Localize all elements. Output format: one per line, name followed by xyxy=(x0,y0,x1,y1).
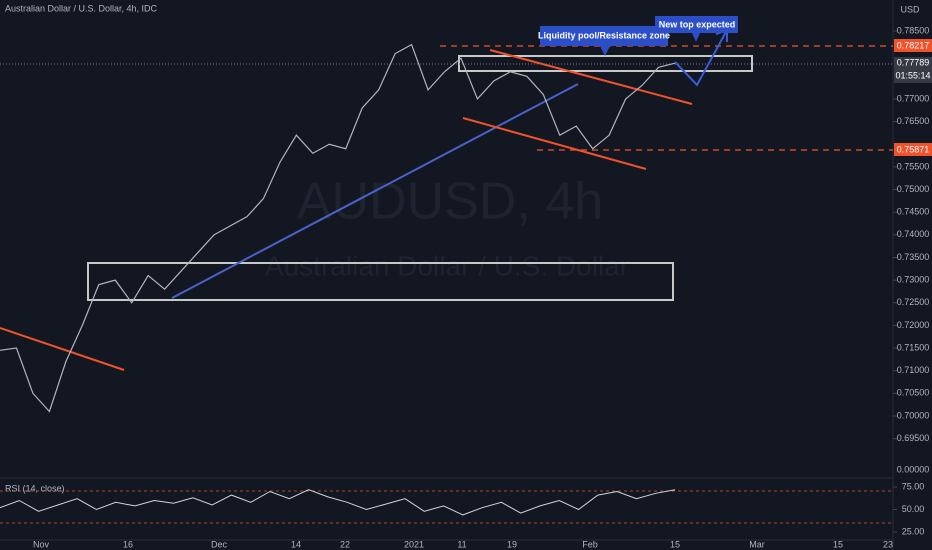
y-tick-label: 0.72500 xyxy=(897,297,930,307)
price-tag-text: 0.78217 xyxy=(897,40,930,50)
channel-top xyxy=(489,49,693,105)
y-tick-label: 0.73000 xyxy=(897,274,930,284)
price-tag-text: 0.77789 xyxy=(897,57,930,67)
x-tick-label: 14 xyxy=(291,539,301,549)
trend-line xyxy=(171,83,579,299)
y-tick-label: 0.70500 xyxy=(897,388,930,398)
watermark-symbol: AUDUSD, 4h xyxy=(297,173,603,231)
x-tick-label: 2021 xyxy=(404,539,424,549)
x-tick-label: 19 xyxy=(507,539,517,549)
price-line xyxy=(0,43,676,413)
price-tag xyxy=(894,39,932,52)
y-tick-label: 0.73500 xyxy=(897,252,930,262)
timer: 01:55:14 xyxy=(895,70,930,80)
callout xyxy=(655,16,738,42)
x-tick-label: 22 xyxy=(340,539,350,549)
y-tick-label: 50.00 xyxy=(902,504,925,514)
y-tick-label: 0.72000 xyxy=(897,320,930,330)
x-tick-label: 15 xyxy=(670,539,680,549)
x-tick-label: Mar xyxy=(749,539,765,549)
channel-bottom xyxy=(462,117,647,170)
pane-tick: 0.00000 xyxy=(897,464,930,474)
header-title: Australian Dollar / U.S. Dollar, 4h, IDC xyxy=(5,3,158,13)
currency: USD xyxy=(900,4,920,14)
y-tick-label: 0.78500 xyxy=(897,25,930,35)
y-tick-label: 0.75000 xyxy=(897,184,930,194)
y-tick-label: 0.76500 xyxy=(897,116,930,126)
x-tick-label: 23 xyxy=(883,539,893,549)
projection-arrow xyxy=(674,28,728,87)
price-tag xyxy=(894,143,932,156)
x-tick-label: Nov xyxy=(33,539,50,549)
x-tick-label: Dec xyxy=(211,539,228,549)
x-tick-label: 16 xyxy=(123,539,133,549)
price-tag xyxy=(894,57,932,83)
rsi-label: RSI (14, close) xyxy=(5,483,65,493)
y-tick-label: 0.71000 xyxy=(897,365,930,375)
y-tick-label: 0.77000 xyxy=(897,93,930,103)
y-tick-label: 25.00 xyxy=(902,526,925,536)
x-tick-label: 11 xyxy=(457,539,466,549)
y-tick-label: 0.70000 xyxy=(897,410,930,420)
callout xyxy=(540,26,668,56)
support-zone xyxy=(87,262,674,301)
rsi-line xyxy=(0,489,676,516)
price-tag-text: 0.75871 xyxy=(897,144,930,154)
y-tick-label: 0.74000 xyxy=(897,229,930,239)
y-tick-label: 0.75500 xyxy=(897,161,930,171)
x-tick-label: Feb xyxy=(582,539,598,549)
callout-text: New top expected xyxy=(659,19,736,29)
watermark-name: Australian Dollar / U.S. Dollar xyxy=(265,250,629,281)
y-tick-label: 0.71500 xyxy=(897,342,930,352)
x-tick-label: 15 xyxy=(833,539,843,549)
y-tick-label: 75.00 xyxy=(902,481,925,491)
callout-text: Liquidity pool/Resistance zone xyxy=(538,30,670,40)
y-tick-label: 0.69500 xyxy=(897,433,930,443)
trend-line xyxy=(0,327,125,371)
y-tick-label: 0.74500 xyxy=(897,207,930,217)
